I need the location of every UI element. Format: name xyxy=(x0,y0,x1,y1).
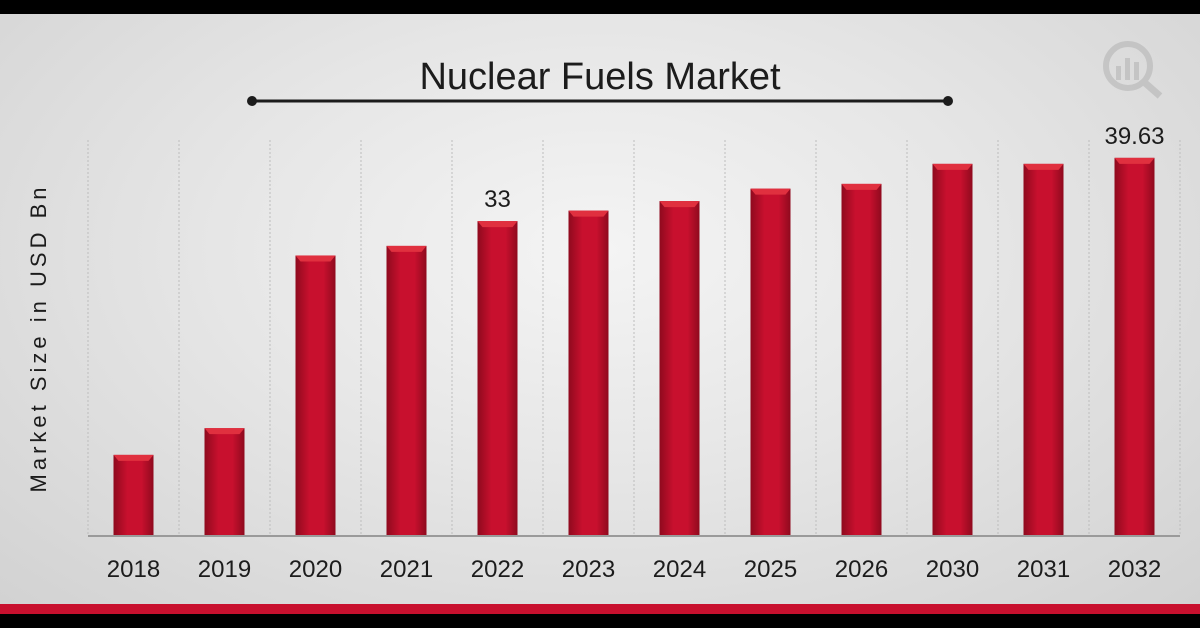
bar-top-bevel xyxy=(204,428,245,435)
bar xyxy=(113,454,154,536)
bar-2032 xyxy=(1114,157,1155,536)
bar-2018 xyxy=(113,454,154,536)
title-underline xyxy=(247,96,953,106)
bar xyxy=(204,428,245,536)
bars xyxy=(113,157,1155,537)
bar-top-bevel xyxy=(113,454,154,461)
bar-2023 xyxy=(568,210,609,536)
bar xyxy=(932,163,973,537)
data-label: 39.63 xyxy=(1104,123,1164,150)
bar-2021 xyxy=(386,245,427,536)
x-tick-label: 2024 xyxy=(653,556,706,583)
x-tick-labels: 2018 2019 2020 2021 2022 2023 2024 2025 2026 2030… xyxy=(107,556,1161,583)
x-tick-label: 2021 xyxy=(380,556,433,583)
bar-top-bevel xyxy=(295,255,336,262)
bar xyxy=(1023,163,1064,537)
bar-2031 xyxy=(1023,163,1064,537)
bar xyxy=(659,201,700,536)
bar-2019 xyxy=(204,428,245,536)
data-label: 33 xyxy=(484,186,511,213)
x-tick-label: 2026 xyxy=(835,556,888,583)
bar-2022 xyxy=(477,221,518,536)
bar-2030 xyxy=(932,163,973,537)
data-labels: 33 39.63 xyxy=(484,123,1164,213)
x-tick-label: 2019 xyxy=(198,556,251,583)
bar xyxy=(386,245,427,536)
bar-2024 xyxy=(659,201,700,536)
bar-2020 xyxy=(295,255,336,536)
watermark-logo-icon xyxy=(1103,41,1163,99)
bar-top-bevel xyxy=(750,188,791,195)
bar xyxy=(750,188,791,537)
bar-2025 xyxy=(750,188,791,537)
y-axis-label: Market Size in USD Bn xyxy=(26,184,51,493)
bar xyxy=(841,183,882,536)
bar xyxy=(568,210,609,536)
x-tick-label: 2022 xyxy=(471,556,524,583)
bar-top-bevel xyxy=(477,221,518,228)
bar-top-bevel xyxy=(1114,157,1155,164)
grid-lines xyxy=(87,140,1181,536)
chart-title: Nuclear Fuels Market xyxy=(419,56,781,98)
bar xyxy=(1114,157,1155,536)
bar-top-bevel xyxy=(932,163,973,170)
bar-top-bevel xyxy=(568,210,609,217)
x-tick-label: 2031 xyxy=(1017,556,1070,583)
bar-top-bevel xyxy=(386,245,427,252)
bar-top-bevel xyxy=(841,183,882,190)
x-tick-label: 2032 xyxy=(1108,556,1161,583)
x-tick-label: 2018 xyxy=(107,556,160,583)
x-tick-label: 2023 xyxy=(562,556,615,583)
x-tick-label: 2025 xyxy=(744,556,797,583)
bar-2026 xyxy=(841,183,882,536)
x-tick-label: 2030 xyxy=(926,556,979,583)
bottom-accent-bar xyxy=(0,604,1200,614)
x-tick-label: 2020 xyxy=(289,556,342,583)
bar-top-bevel xyxy=(659,201,700,208)
bar-top-bevel xyxy=(1023,163,1064,170)
bar xyxy=(477,221,518,536)
bar xyxy=(295,255,336,536)
